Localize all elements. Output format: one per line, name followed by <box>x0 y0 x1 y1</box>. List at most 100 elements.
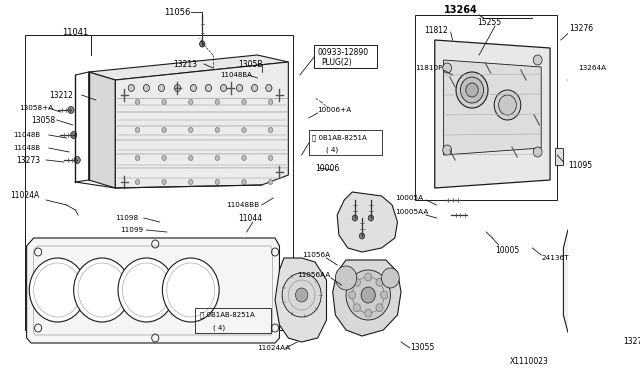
Text: 11812: 11812 <box>424 26 448 35</box>
Polygon shape <box>563 230 640 340</box>
Circle shape <box>128 84 134 92</box>
Polygon shape <box>89 55 289 80</box>
Circle shape <box>376 278 383 286</box>
Circle shape <box>135 128 140 132</box>
Circle shape <box>162 155 166 160</box>
Circle shape <box>353 278 360 286</box>
Circle shape <box>215 99 220 105</box>
Circle shape <box>242 128 246 132</box>
Text: 11056AA: 11056AA <box>297 272 331 278</box>
Circle shape <box>368 215 374 221</box>
Circle shape <box>353 304 360 312</box>
Circle shape <box>189 99 193 105</box>
Circle shape <box>70 131 77 138</box>
Circle shape <box>365 273 372 281</box>
Circle shape <box>361 287 375 303</box>
Text: 13213: 13213 <box>173 60 197 68</box>
Circle shape <box>205 84 212 92</box>
Circle shape <box>163 258 219 322</box>
Text: 10005: 10005 <box>495 246 519 254</box>
Text: 13270: 13270 <box>623 337 640 346</box>
Polygon shape <box>444 60 541 155</box>
Circle shape <box>174 84 180 92</box>
Text: 11810P: 11810P <box>415 65 443 71</box>
Circle shape <box>118 258 175 322</box>
Text: ( 4): ( 4) <box>213 325 225 331</box>
Text: 1305B: 1305B <box>238 60 262 68</box>
Text: 11056A: 11056A <box>301 252 330 258</box>
Polygon shape <box>275 258 326 342</box>
Circle shape <box>135 155 140 160</box>
Circle shape <box>220 84 227 92</box>
Text: 11099: 11099 <box>120 227 143 233</box>
Circle shape <box>189 155 193 160</box>
Circle shape <box>143 84 150 92</box>
Polygon shape <box>27 238 280 343</box>
Text: 11098: 11098 <box>115 215 138 221</box>
Circle shape <box>282 273 321 317</box>
Circle shape <box>268 128 273 132</box>
Circle shape <box>242 99 246 105</box>
Text: 11056: 11056 <box>164 7 191 16</box>
Text: Ⓑ 0B1AB-8251A: Ⓑ 0B1AB-8251A <box>200 312 254 318</box>
Circle shape <box>352 215 358 221</box>
Circle shape <box>68 106 74 113</box>
Circle shape <box>135 180 140 185</box>
Text: 11044: 11044 <box>238 214 262 222</box>
Circle shape <box>268 99 273 105</box>
Circle shape <box>74 258 131 322</box>
Text: 11048B: 11048B <box>13 132 40 138</box>
Text: 13212: 13212 <box>49 90 73 99</box>
Text: X1110023: X1110023 <box>510 357 549 366</box>
Circle shape <box>499 95 516 115</box>
Text: 11024A: 11024A <box>11 190 40 199</box>
Text: 24136T: 24136T <box>541 255 569 261</box>
Text: 11041: 11041 <box>62 28 88 36</box>
Text: 11095: 11095 <box>568 160 592 170</box>
Circle shape <box>335 266 356 290</box>
Text: 13273: 13273 <box>16 155 40 164</box>
Circle shape <box>268 155 273 160</box>
Text: 13055: 13055 <box>410 343 434 353</box>
Circle shape <box>242 180 246 185</box>
Polygon shape <box>337 192 397 252</box>
Text: PLUG(2): PLUG(2) <box>321 58 352 67</box>
Text: 13276: 13276 <box>570 23 594 32</box>
Polygon shape <box>333 260 401 336</box>
Circle shape <box>381 291 388 299</box>
Polygon shape <box>554 148 563 165</box>
Text: 13264A: 13264A <box>579 65 607 71</box>
Text: 10005A: 10005A <box>395 195 423 201</box>
Circle shape <box>215 128 220 132</box>
Text: Ⓑ 0B1AB-8251A: Ⓑ 0B1AB-8251A <box>312 135 367 141</box>
Text: 11048B: 11048B <box>13 145 40 151</box>
Text: 11048BA: 11048BA <box>220 72 252 78</box>
Text: 10005AA: 10005AA <box>395 209 428 215</box>
Circle shape <box>189 180 193 185</box>
Text: 11024AA: 11024AA <box>257 345 291 351</box>
Circle shape <box>266 84 272 92</box>
Circle shape <box>215 180 220 185</box>
Text: 13058+A: 13058+A <box>19 105 54 111</box>
Circle shape <box>349 291 356 299</box>
Circle shape <box>460 77 484 103</box>
Circle shape <box>381 268 399 288</box>
Circle shape <box>162 99 166 105</box>
Text: 10006: 10006 <box>315 164 339 173</box>
Circle shape <box>533 55 542 65</box>
Text: 11048BB: 11048BB <box>227 202 259 208</box>
Circle shape <box>215 155 220 160</box>
Polygon shape <box>89 72 115 188</box>
Circle shape <box>359 233 365 239</box>
Circle shape <box>158 84 164 92</box>
Text: ( 4): ( 4) <box>326 147 339 153</box>
Circle shape <box>189 128 193 132</box>
Circle shape <box>456 72 488 108</box>
Circle shape <box>162 180 166 185</box>
Polygon shape <box>435 40 550 188</box>
Circle shape <box>466 83 478 97</box>
Circle shape <box>162 128 166 132</box>
Circle shape <box>296 288 308 302</box>
Circle shape <box>268 180 273 185</box>
Circle shape <box>252 84 258 92</box>
